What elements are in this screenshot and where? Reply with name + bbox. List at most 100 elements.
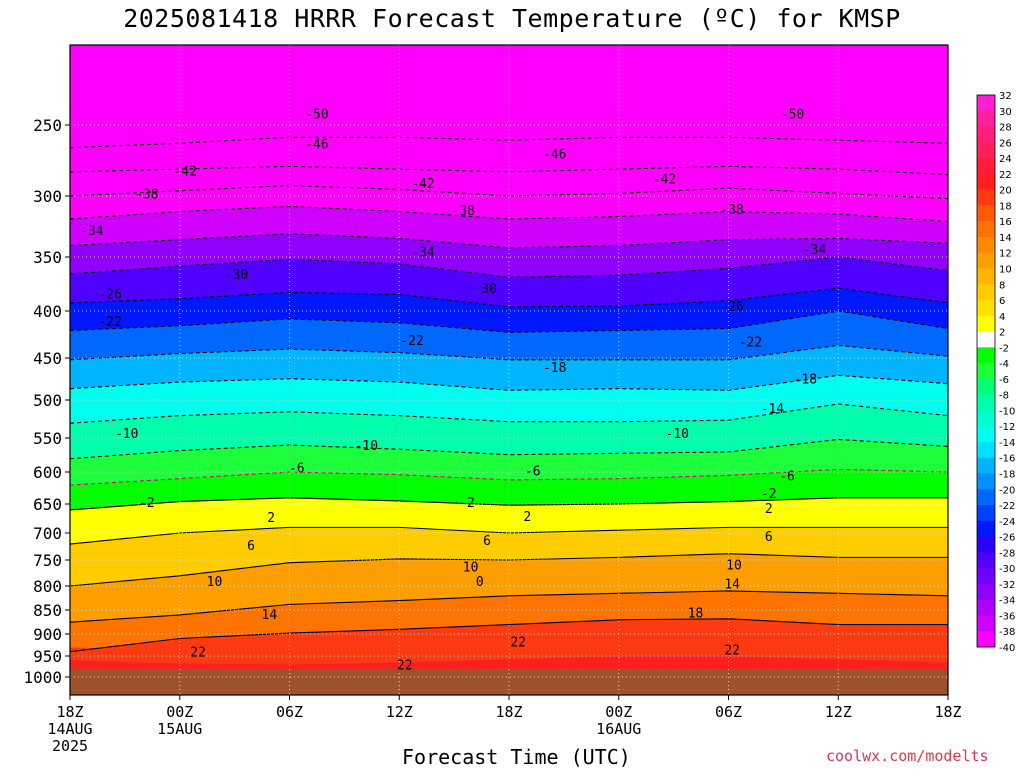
- colorbar-swatch: [977, 331, 995, 348]
- x-axis-title: Forecast Time (UTC): [402, 745, 631, 769]
- colorbar-label: 2: [999, 328, 1005, 339]
- contour-label: 6: [765, 530, 773, 545]
- y-tick-label: 850: [33, 601, 62, 620]
- colorbar-swatch: [977, 378, 995, 396]
- contour-label: 18: [688, 606, 704, 621]
- y-tick-label: 700: [33, 524, 62, 543]
- colorbar-label: -28: [999, 548, 1015, 559]
- colorbar-swatch: [977, 95, 995, 112]
- contour-label: 2: [267, 511, 275, 526]
- colorbar-label: -10: [999, 406, 1015, 417]
- contour-label: 6: [247, 539, 255, 554]
- contour-label: -10: [115, 427, 138, 442]
- contour-label: 2: [523, 510, 531, 525]
- contour-label: -18: [543, 361, 566, 376]
- colorbar-swatch: [977, 158, 995, 175]
- colorbar-label: -26: [999, 533, 1015, 544]
- colorbar-swatch: [977, 631, 995, 648]
- colorbar-label: -34: [999, 596, 1015, 607]
- colorbar-swatch: [977, 426, 995, 443]
- y-tick-label: 350: [33, 248, 62, 267]
- contour-label: -6: [289, 461, 305, 476]
- colorbar-swatch: [977, 394, 995, 411]
- colorbar-swatch: [977, 363, 995, 380]
- contour-label: -34: [80, 224, 104, 239]
- colorbar-swatch: [977, 173, 995, 191]
- contour-label: -22: [98, 315, 121, 330]
- contour-label: -50: [305, 107, 328, 122]
- y-tick-label: 800: [33, 577, 62, 596]
- colorbar-swatch: [977, 110, 995, 128]
- colorbar-swatch: [977, 457, 995, 475]
- x-tick-label: 06Z: [715, 703, 742, 721]
- x-tick-label: 12Z: [825, 703, 852, 721]
- colorbar-swatch: [977, 583, 995, 601]
- y-tick-label: 950: [33, 647, 62, 666]
- colorbar-swatch: [977, 300, 995, 317]
- colorbar-swatch: [977, 205, 995, 222]
- colorbar-swatch: [977, 126, 995, 143]
- colorbar-swatch: [977, 568, 995, 585]
- contour-14: [70, 590, 948, 623]
- y-tick-label: 600: [33, 463, 62, 482]
- colorbar-swatch: [977, 505, 995, 522]
- contour-label: 0: [476, 575, 484, 590]
- x-tick-label: 00Z: [166, 703, 193, 721]
- y-tick-label: 1000: [23, 668, 62, 687]
- contour-label: -34: [411, 245, 435, 260]
- contour-label: -6: [779, 469, 795, 484]
- colorbar-label: 22: [999, 170, 1012, 181]
- contour-label: -14: [761, 402, 785, 417]
- plot-area: -50 -50 -46 -46 -42 -42 -42 -38 -38 -38 -34 -34 -34 -…: [69, 44, 949, 696]
- x-tick-label: 00Z: [605, 703, 632, 721]
- y-axis: 250 300 350 400 450 500 550 600 650 700 750 800 850 9…: [23, 116, 70, 687]
- contour-18: [70, 618, 948, 653]
- colorbar-label: 20: [999, 186, 1012, 197]
- colorbar-swatch: [977, 347, 995, 364]
- contour-label: -50: [781, 107, 804, 122]
- colorbar-label: 18: [999, 201, 1012, 212]
- colorbar-label: -8: [999, 391, 1009, 402]
- colorbar-label: 10: [999, 264, 1012, 275]
- colorbar-label: -2: [999, 343, 1009, 354]
- contour-label: 22: [397, 659, 413, 674]
- contour-label: -18: [794, 373, 817, 388]
- contour-label: -6: [525, 465, 541, 480]
- contour-label: -38: [720, 203, 743, 218]
- x-tick-label: 12Z: [386, 703, 413, 721]
- colorbar-label: 24: [999, 154, 1012, 165]
- colorbar-label: -6: [999, 375, 1009, 386]
- contour-label: 2: [765, 502, 773, 517]
- contour-label: 22: [724, 644, 740, 659]
- contour-label: -2: [139, 496, 155, 511]
- contour-label: 10: [207, 575, 223, 590]
- contour-label: -10: [666, 427, 689, 442]
- colorbar-label: 26: [999, 138, 1012, 149]
- colorbar-label: -14: [999, 438, 1015, 449]
- colorbar-swatch: [977, 142, 995, 159]
- y-tick-label: 300: [33, 187, 62, 206]
- credit-link[interactable]: coolwx.com/modelts: [826, 747, 989, 765]
- contour-label: -42: [173, 165, 196, 180]
- colorbar-swatch: [977, 315, 995, 333]
- colorbar-swatch: [977, 189, 995, 206]
- y-tick-label: 250: [33, 116, 62, 135]
- colorbar-swatch: [977, 520, 995, 538]
- colorbar-swatch: [977, 473, 995, 490]
- colorbar-label: 30: [999, 107, 1012, 118]
- y-tick-label: 450: [33, 349, 62, 368]
- colorbar-swatch: [977, 268, 995, 285]
- y-tick-label: 400: [33, 302, 62, 321]
- contour-label: 10: [463, 560, 479, 575]
- y-tick-label: 900: [33, 625, 62, 644]
- colorbar-label: 4: [999, 312, 1005, 323]
- colorbar-label: 6: [999, 296, 1005, 307]
- contour-label: -10: [355, 439, 378, 454]
- colorbar-label: -24: [999, 517, 1015, 528]
- colorbar-label: -22: [999, 501, 1015, 512]
- contour-label: -22: [739, 336, 762, 351]
- contour-label: -22: [400, 334, 423, 349]
- colorbar-label: -4: [999, 359, 1009, 370]
- contour-label: -34: [803, 243, 827, 258]
